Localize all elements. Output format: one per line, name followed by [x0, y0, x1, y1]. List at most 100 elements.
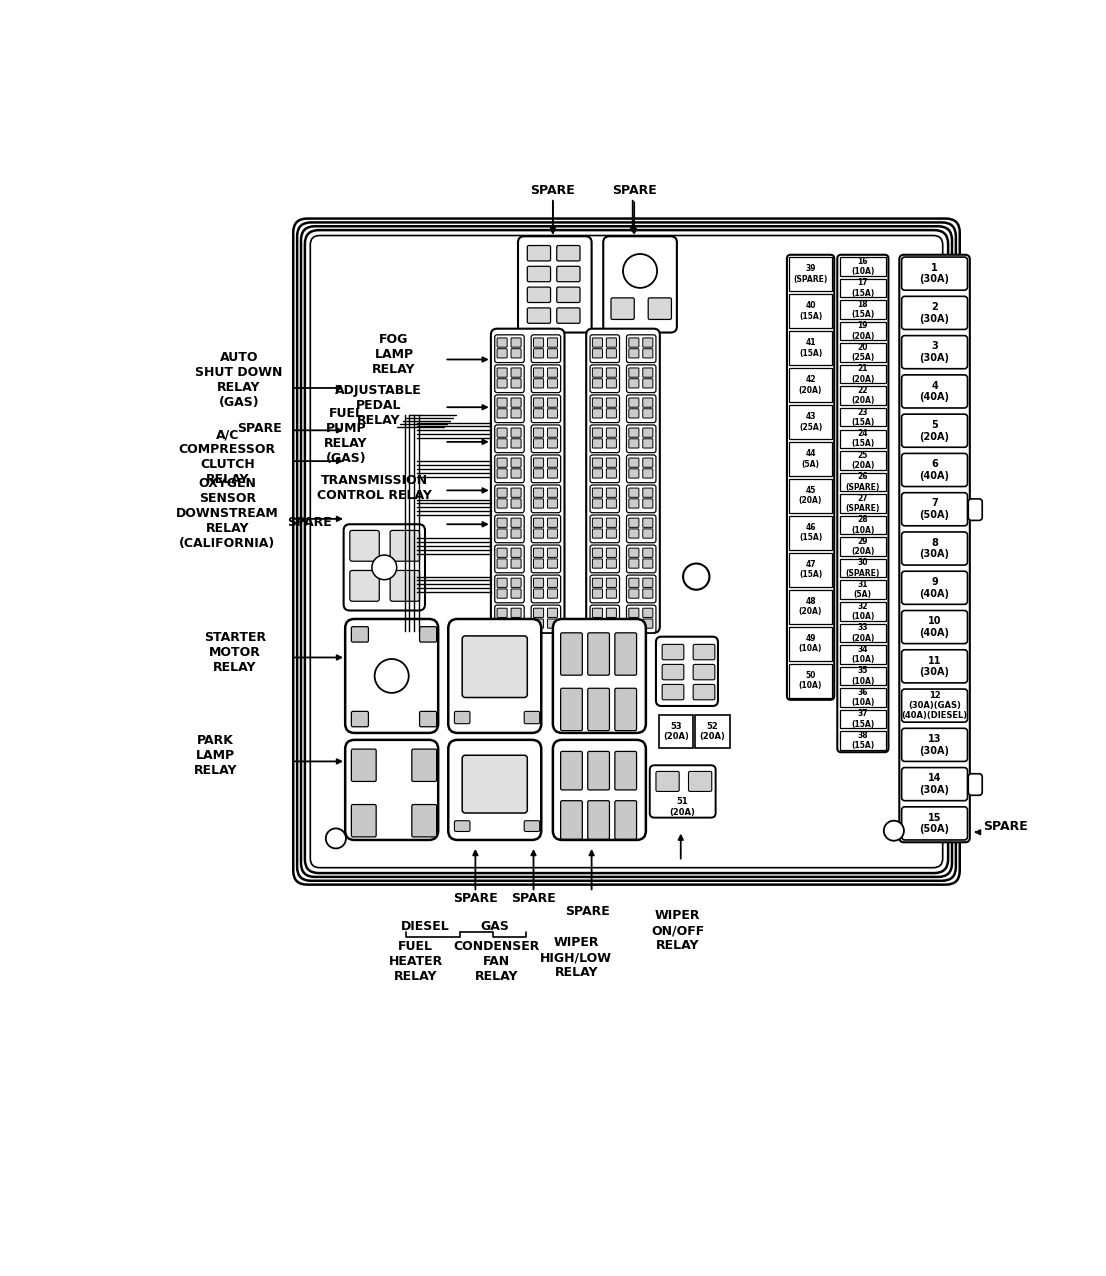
FancyBboxPatch shape — [533, 609, 543, 618]
FancyBboxPatch shape — [497, 427, 508, 438]
FancyBboxPatch shape — [411, 749, 437, 781]
FancyBboxPatch shape — [593, 379, 603, 388]
FancyBboxPatch shape — [528, 287, 551, 302]
FancyBboxPatch shape — [968, 499, 982, 521]
FancyBboxPatch shape — [547, 439, 557, 448]
Text: FOG
LAMP
RELAY: FOG LAMP RELAY — [373, 333, 416, 376]
FancyBboxPatch shape — [606, 528, 616, 538]
FancyBboxPatch shape — [533, 458, 543, 467]
Text: SPARE: SPARE — [565, 905, 611, 917]
FancyBboxPatch shape — [901, 729, 968, 762]
FancyBboxPatch shape — [497, 518, 508, 527]
FancyBboxPatch shape — [561, 752, 583, 790]
Text: 30
(SPARE): 30 (SPARE) — [846, 559, 880, 578]
FancyBboxPatch shape — [531, 485, 561, 513]
FancyBboxPatch shape — [533, 487, 543, 498]
FancyBboxPatch shape — [352, 712, 368, 727]
FancyBboxPatch shape — [615, 633, 637, 675]
FancyBboxPatch shape — [606, 367, 616, 378]
FancyBboxPatch shape — [591, 545, 619, 573]
FancyBboxPatch shape — [349, 531, 379, 561]
FancyBboxPatch shape — [547, 379, 557, 388]
FancyBboxPatch shape — [497, 619, 508, 628]
FancyBboxPatch shape — [533, 578, 543, 587]
FancyBboxPatch shape — [629, 528, 639, 538]
FancyBboxPatch shape — [656, 637, 718, 706]
FancyBboxPatch shape — [352, 805, 376, 837]
FancyBboxPatch shape — [533, 559, 543, 568]
FancyBboxPatch shape — [533, 439, 543, 448]
Bar — [790, 478, 832, 513]
FancyBboxPatch shape — [587, 752, 609, 790]
FancyBboxPatch shape — [547, 487, 557, 498]
FancyBboxPatch shape — [901, 296, 968, 329]
FancyBboxPatch shape — [511, 398, 521, 407]
Bar — [790, 516, 832, 550]
FancyBboxPatch shape — [901, 689, 968, 722]
FancyBboxPatch shape — [497, 609, 508, 618]
Text: 34
(10A): 34 (10A) — [852, 644, 875, 664]
Text: 42
(20A): 42 (20A) — [799, 375, 822, 394]
Text: A/C
COMPRESSOR
CLUTCH
RELAY: A/C COMPRESSOR CLUTCH RELAY — [179, 429, 275, 486]
FancyBboxPatch shape — [547, 590, 557, 598]
Text: 38
(15A): 38 (15A) — [852, 731, 875, 750]
Bar — [839, 624, 886, 642]
FancyBboxPatch shape — [648, 297, 671, 319]
FancyBboxPatch shape — [593, 468, 603, 478]
FancyBboxPatch shape — [345, 740, 438, 840]
Text: 36
(10A): 36 (10A) — [852, 688, 875, 707]
FancyBboxPatch shape — [586, 329, 660, 633]
FancyBboxPatch shape — [533, 518, 543, 527]
FancyBboxPatch shape — [547, 398, 557, 407]
Text: SPARE: SPARE — [983, 820, 1027, 833]
FancyBboxPatch shape — [901, 806, 968, 840]
FancyBboxPatch shape — [547, 348, 557, 359]
FancyBboxPatch shape — [511, 468, 521, 478]
FancyBboxPatch shape — [497, 458, 508, 467]
FancyBboxPatch shape — [587, 633, 609, 675]
FancyBboxPatch shape — [593, 487, 603, 498]
Text: 51
(20A): 51 (20A) — [670, 798, 696, 817]
FancyBboxPatch shape — [626, 516, 656, 542]
FancyBboxPatch shape — [606, 549, 616, 558]
Bar — [839, 256, 886, 276]
FancyBboxPatch shape — [494, 456, 524, 482]
FancyBboxPatch shape — [901, 768, 968, 801]
Text: 49
(10A): 49 (10A) — [799, 634, 822, 653]
Bar — [839, 322, 886, 341]
FancyBboxPatch shape — [643, 549, 653, 558]
Text: 6
(40A): 6 (40A) — [919, 459, 950, 481]
FancyBboxPatch shape — [547, 528, 557, 538]
FancyBboxPatch shape — [518, 236, 592, 333]
FancyBboxPatch shape — [561, 801, 583, 840]
FancyBboxPatch shape — [511, 367, 521, 378]
FancyBboxPatch shape — [626, 575, 656, 602]
FancyBboxPatch shape — [497, 379, 508, 388]
FancyBboxPatch shape — [528, 308, 551, 323]
FancyBboxPatch shape — [494, 394, 524, 422]
FancyBboxPatch shape — [606, 609, 616, 618]
FancyBboxPatch shape — [629, 427, 639, 438]
FancyBboxPatch shape — [899, 255, 970, 842]
FancyBboxPatch shape — [643, 367, 653, 378]
FancyBboxPatch shape — [531, 456, 561, 482]
Bar — [839, 537, 886, 556]
Text: 22
(20A): 22 (20A) — [852, 385, 875, 406]
FancyBboxPatch shape — [901, 415, 968, 448]
Bar — [790, 404, 832, 439]
FancyBboxPatch shape — [593, 528, 603, 538]
Text: 32
(10A): 32 (10A) — [852, 601, 875, 621]
Bar — [839, 688, 886, 707]
FancyBboxPatch shape — [643, 348, 653, 359]
FancyBboxPatch shape — [626, 365, 656, 393]
FancyBboxPatch shape — [531, 516, 561, 542]
FancyBboxPatch shape — [390, 531, 419, 561]
FancyBboxPatch shape — [511, 518, 521, 527]
Text: WIPER
ON/OFF
RELAY: WIPER ON/OFF RELAY — [651, 910, 705, 952]
FancyBboxPatch shape — [494, 545, 524, 573]
FancyBboxPatch shape — [345, 619, 438, 732]
FancyBboxPatch shape — [629, 379, 639, 388]
FancyBboxPatch shape — [901, 336, 968, 369]
FancyBboxPatch shape — [531, 425, 561, 453]
FancyBboxPatch shape — [531, 365, 561, 393]
